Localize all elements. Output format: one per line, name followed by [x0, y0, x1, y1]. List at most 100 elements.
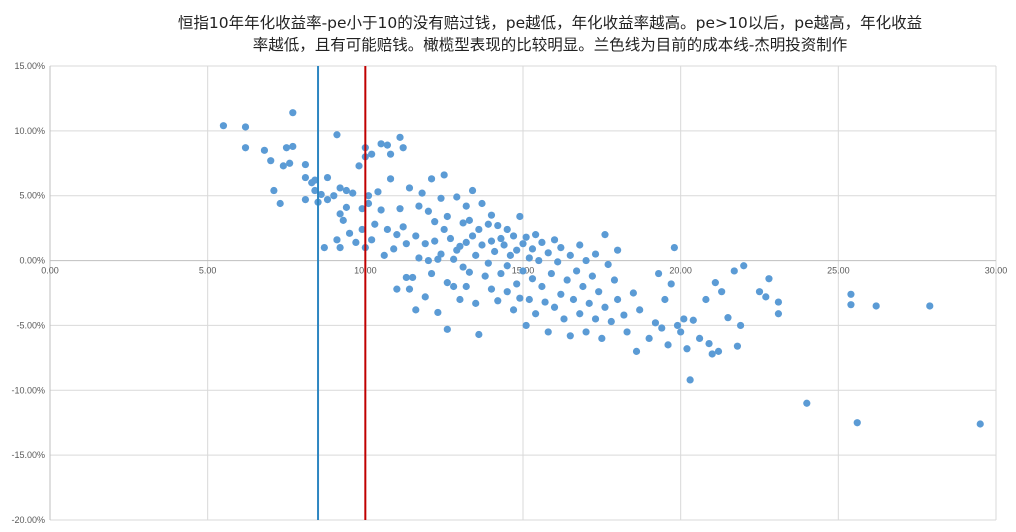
data-point [658, 324, 666, 332]
data-point [371, 220, 379, 228]
data-point [289, 109, 297, 117]
data-point [509, 306, 518, 314]
data-point [355, 162, 363, 170]
data-point [573, 267, 581, 275]
data-point [528, 245, 537, 253]
data-point [487, 285, 496, 293]
data-point [342, 203, 351, 211]
data-point [847, 290, 855, 298]
data-point [762, 293, 770, 301]
data-point [478, 241, 486, 249]
data-point [554, 258, 562, 266]
data-point [405, 184, 414, 192]
data-point [412, 232, 420, 240]
data-point [491, 247, 499, 256]
data-point [765, 275, 773, 283]
data-point [450, 282, 458, 291]
data-point [497, 269, 505, 278]
data-point [282, 144, 291, 152]
data-point [683, 345, 691, 353]
data-point [547, 269, 555, 278]
data-point [711, 279, 719, 287]
data-point [301, 173, 310, 182]
data-point [468, 186, 477, 195]
data-point [336, 184, 344, 192]
data-point [421, 240, 429, 248]
data-point [393, 285, 401, 293]
data-point [632, 347, 641, 355]
data-point [730, 267, 738, 275]
data-point [718, 288, 726, 296]
data-point [342, 186, 351, 195]
data-point [440, 225, 448, 234]
data-point [629, 289, 637, 297]
data-point [544, 328, 552, 336]
data-point [390, 245, 398, 253]
data-point [654, 269, 663, 278]
data-point [424, 207, 432, 215]
data-point [503, 288, 511, 296]
data-point [926, 302, 934, 310]
data-point [579, 282, 587, 291]
data-point [853, 419, 861, 427]
data-point [323, 173, 332, 182]
data-point [459, 263, 467, 271]
data-point [686, 376, 694, 384]
data-point [317, 190, 325, 199]
data-point [377, 206, 385, 214]
data-point [724, 314, 732, 322]
data-point [456, 295, 464, 304]
data-point [364, 192, 373, 200]
data-point [516, 212, 524, 221]
chart-title: 恒指10年年化收益率-pe小于10的没有赔过钱，pe越低，年化收益率越高。pe>… [100, 12, 1000, 56]
data-point [569, 295, 578, 304]
y-tick-label: -10.00% [11, 385, 45, 395]
data-point [525, 295, 533, 304]
data-point [465, 268, 473, 276]
data-point [566, 251, 574, 259]
chart-title-line-1: 恒指10年年化收益率-pe小于10的没有赔过钱，pe越低，年化收益率越高。pe>… [177, 14, 923, 32]
data-point [736, 321, 745, 330]
x-tick-label: 25.00 [827, 266, 850, 276]
data-point [412, 306, 420, 314]
data-point [270, 186, 278, 195]
data-point [519, 267, 527, 275]
data-point [522, 321, 530, 330]
data-point [453, 193, 461, 201]
data-point [528, 275, 537, 283]
data-point [774, 310, 783, 318]
data-point [667, 280, 675, 288]
data-point [472, 251, 480, 259]
data-point [434, 255, 442, 263]
data-point [595, 288, 603, 296]
data-point [623, 328, 631, 336]
data-point [494, 297, 502, 305]
data-point [267, 157, 275, 165]
data-point [601, 231, 609, 239]
data-point [475, 225, 483, 234]
x-tick-label: 30.00 [985, 266, 1008, 276]
data-point [522, 233, 530, 241]
y-tick-label: -5.00% [16, 320, 45, 330]
data-point [358, 205, 366, 213]
x-tick-label: 0.00 [41, 266, 59, 276]
data-point [560, 315, 568, 323]
data-point [513, 246, 521, 254]
data-point [541, 298, 549, 306]
data-point [241, 144, 250, 152]
data-point [535, 256, 543, 265]
data-point [607, 317, 615, 326]
data-point [591, 315, 600, 323]
data-point [301, 196, 310, 204]
data-point [976, 420, 984, 428]
data-point [352, 238, 360, 247]
data-point [289, 142, 297, 151]
data-point [484, 259, 492, 267]
data-point [585, 299, 593, 307]
data-point [532, 310, 540, 318]
data-point [610, 276, 619, 284]
data-point [320, 244, 328, 252]
data-point [333, 131, 341, 139]
